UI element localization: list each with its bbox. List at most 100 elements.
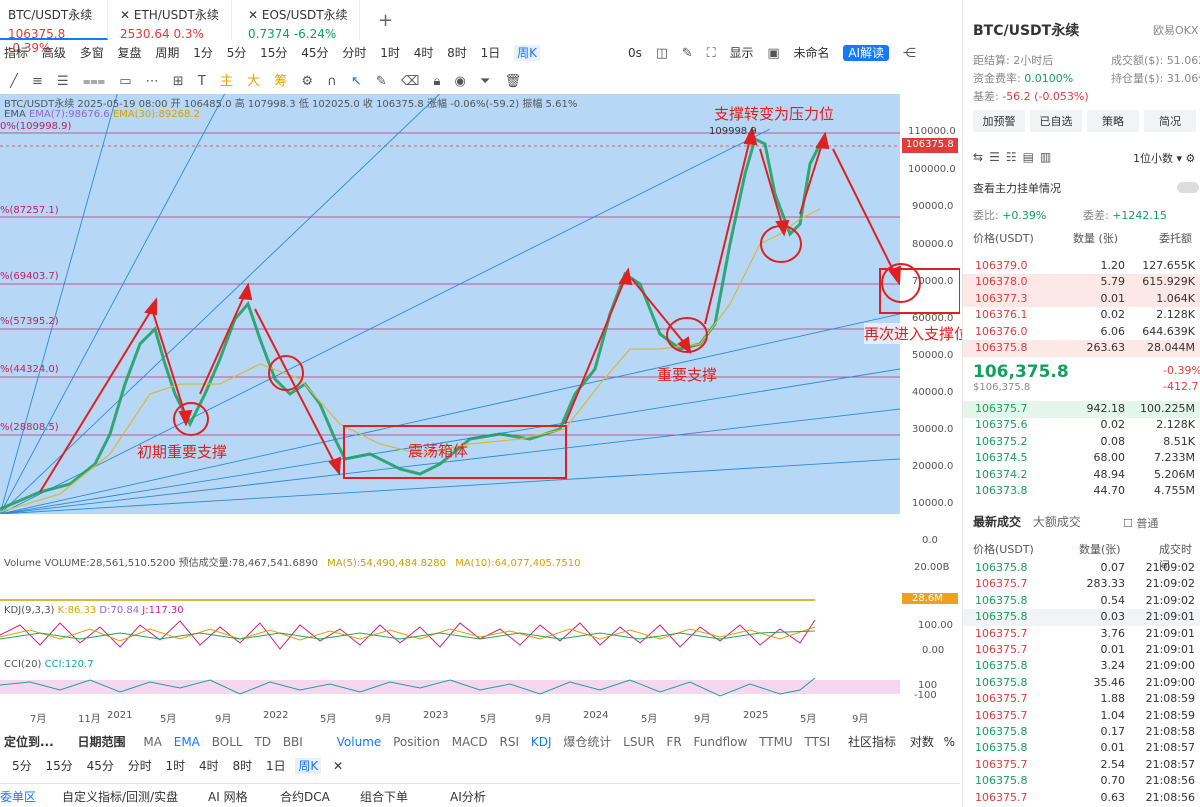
footer-tab-combo[interactable]: 组合下单 [360, 790, 409, 804]
period-1d[interactable]: 1日 [480, 46, 501, 60]
kdj-chart[interactable] [0, 615, 900, 660]
period-time[interactable]: 分时 [342, 46, 367, 60]
list-item[interactable]: 106375.7 2.54 21:08:57 [963, 757, 1200, 774]
list-item[interactable]: 106375.8 0.07 21:09:02 [963, 560, 1200, 577]
draw-main-button[interactable]: 主 [219, 74, 233, 89]
list-item[interactable]: 106377.3 0.01 1.064K [963, 290, 1200, 308]
indicator-button[interactable]: 指标 [4, 46, 29, 60]
list-item[interactable]: 106375.7 942.18 100.225M [963, 401, 1200, 418]
pb-1h[interactable]: 1时 [165, 759, 186, 773]
pb-5m[interactable]: 5分 [12, 759, 32, 773]
draw-chips-button[interactable]: 筹 [274, 74, 288, 89]
period-1m[interactable]: 1分 [193, 46, 213, 60]
eye-icon[interactable]: ◉ [454, 74, 466, 89]
watchlist-button[interactable]: 已自选 [1030, 110, 1082, 132]
ob-header-qty[interactable]: 数量 (张) [1073, 232, 1119, 245]
ob-header-amount[interactable]: 委托额 [1159, 232, 1192, 245]
list-item[interactable]: 106375.8 0.70 21:08:56 [963, 773, 1200, 790]
fullscreen-icon[interactable]: ⛶ [706, 46, 716, 61]
close-icon[interactable]: ✕ [333, 759, 344, 773]
locate-button[interactable]: 定位到... [4, 735, 54, 749]
period-5m[interactable]: 5分 [226, 46, 247, 60]
orderbook-chart-icon[interactable]: ▥ [1039, 150, 1058, 164]
layout-icon[interactable]: ▣ [767, 46, 780, 61]
sub-ttmu[interactable]: TTMU [759, 735, 793, 749]
period-15m[interactable]: 15分 [260, 46, 288, 60]
orderbook-depth-icon[interactable]: ▤ [1022, 150, 1040, 164]
tab-eos[interactable]: ✕ EOS/USDT永续 0.7374 -6.24% [240, 0, 360, 41]
line-tool-icon[interactable]: ╱ [10, 74, 18, 89]
exchange-label[interactable]: 欧易OKX [1153, 24, 1199, 37]
pattern-tool-icon[interactable]: ⋯ [145, 74, 159, 89]
draw-big-button[interactable]: 大 [247, 74, 261, 89]
list-item[interactable]: 106375.8 0.01 21:08:57 [963, 740, 1200, 757]
log-toggle[interactable]: 对数 [909, 735, 934, 749]
period-button[interactable]: 周期 [155, 46, 180, 60]
add-tab-icon[interactable]: + [378, 10, 394, 31]
sub-rsi[interactable]: RSI [499, 735, 520, 749]
eraser-icon[interactable]: ⌫ [400, 74, 420, 89]
advanced-button[interactable]: 高级 [41, 46, 66, 60]
list-item[interactable]: 106374.2 48.94 5.206M [963, 467, 1200, 484]
tab-eth[interactable]: ✕ ETH/USDT永续 2530.64 0.3% [112, 0, 232, 41]
settings-tool-icon[interactable]: ⚙ [301, 74, 314, 89]
list-item[interactable]: 106376.0 6.06 644.639K [963, 324, 1200, 341]
pb-4h[interactable]: 4时 [199, 759, 219, 773]
magnet-icon[interactable]: ∩ [327, 74, 337, 89]
period-4h[interactable]: 4时 [413, 46, 434, 60]
footer-tab-orders[interactable]: 委单区 [0, 790, 37, 804]
list-item[interactable]: 106375.7 0.01 21:09:01 [963, 642, 1200, 659]
decimal-select[interactable]: 1位小数 ▾ ⚙ [1133, 152, 1196, 165]
list-item[interactable]: 106375.7 1.04 21:08:59 [963, 708, 1200, 725]
speed-label[interactable]: 0s [628, 46, 642, 60]
settings-icon[interactable]: ⚙ [1185, 152, 1196, 165]
footer-tab-ai-grid[interactable]: AI 网格 [208, 790, 248, 804]
share-icon[interactable]: ⋲ [902, 46, 916, 61]
community-indicators[interactable]: 社区指标 [847, 735, 896, 749]
cci-chart[interactable] [0, 670, 900, 702]
alert-button[interactable]: 加预警 [973, 110, 1025, 132]
pb-15m[interactable]: 15分 [45, 759, 73, 773]
orderbook-asks-icon[interactable]: ☷ [1005, 150, 1023, 164]
period-1h[interactable]: 1时 [380, 46, 400, 60]
ind-bbi[interactable]: BBI [282, 735, 303, 749]
fib-tool-icon[interactable]: ⩶ [82, 74, 106, 89]
sub-position[interactable]: Position [393, 735, 440, 749]
orderbook-bids-icon[interactable]: ☰ [989, 150, 1006, 164]
list-item[interactable]: 106375.8 0.54 21:09:02 [963, 593, 1200, 610]
period-weekly[interactable]: 周K [514, 45, 540, 61]
sub-ttsi[interactable]: TTSI [804, 735, 831, 749]
pb-45m[interactable]: 45分 [86, 759, 114, 773]
period-8h[interactable]: 8时 [447, 46, 467, 60]
camera-icon[interactable]: ◫ [655, 46, 669, 61]
trades-header-qty[interactable]: 数量(张) [1079, 543, 1121, 556]
price-chart[interactable] [0, 94, 960, 514]
main-orders-toggle[interactable] [1177, 182, 1199, 193]
main-orders-link[interactable]: 查看主力挂单情况 [973, 182, 1061, 195]
list-item[interactable]: 106375.8 263.63 28.044M [963, 340, 1200, 357]
rect-tool-icon[interactable]: ▭ [119, 74, 132, 89]
orderbook-both-icon[interactable]: ⇆ [973, 150, 990, 164]
channel-tool-icon[interactable]: ☰ [57, 74, 69, 89]
list-item[interactable]: 106375.7 283.33 21:09:02 [963, 576, 1200, 593]
ai-button[interactable]: AI解读 [843, 45, 890, 61]
pen-icon[interactable]: ✎ [681, 46, 693, 61]
list-item[interactable]: 106375.2 0.08 8.51K [963, 434, 1200, 451]
list-item[interactable]: 106375.8 0.03 21:09:01 [963, 609, 1200, 626]
close-icon[interactable]: ✕ [120, 8, 134, 22]
pb-8h[interactable]: 8时 [232, 759, 253, 773]
ind-boll[interactable]: BOLL [211, 735, 243, 749]
measure-tool-icon[interactable]: ⊞ [172, 74, 184, 89]
replay-button[interactable]: 复盘 [117, 46, 142, 60]
ind-ma[interactable]: MA [143, 735, 162, 749]
tab-latest-trades[interactable]: 最新成交 [973, 515, 1022, 529]
list-item[interactable]: 106375.7 3.76 21:09:01 [963, 626, 1200, 643]
list-item[interactable]: 106375.7 1.88 21:08:59 [963, 691, 1200, 708]
sub-fundflow[interactable]: Fundflow [693, 735, 748, 749]
text-tool-icon[interactable]: T [197, 74, 206, 89]
cursor-icon[interactable]: ↖ [350, 74, 362, 89]
lock-icon[interactable]: 🔒︎ [433, 74, 441, 89]
filter-icon[interactable]: ⏷ [480, 74, 491, 89]
pb-1d[interactable]: 1日 [265, 759, 286, 773]
sub-macd[interactable]: MACD [451, 735, 488, 749]
